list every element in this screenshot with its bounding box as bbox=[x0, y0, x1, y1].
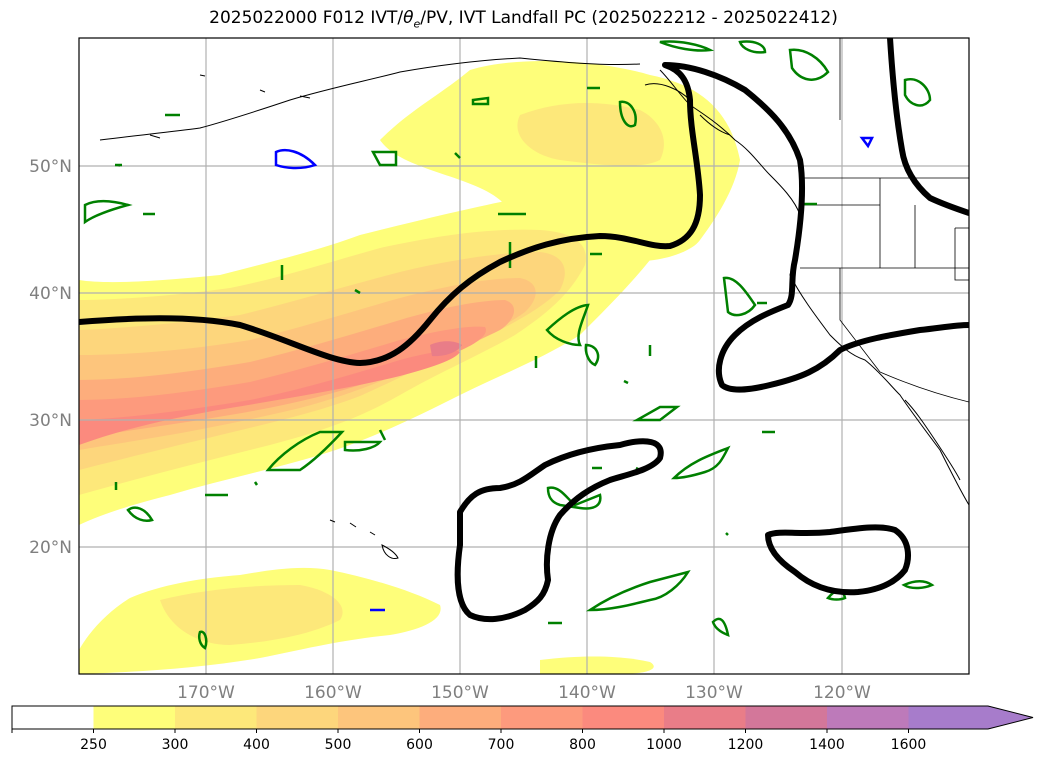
pv-contour-1 bbox=[274, 148, 318, 170]
pv-contour-2 bbox=[859, 136, 875, 149]
colorbar-extend-arrow bbox=[908, 706, 1033, 729]
state-borders bbox=[800, 178, 969, 373]
colorbar-tick-label: 250 bbox=[80, 737, 107, 753]
colorbar-tick-label: 500 bbox=[325, 737, 352, 753]
theta-e-contour-30 bbox=[670, 445, 731, 480]
title-subscript: e bbox=[413, 17, 421, 31]
colorbar-tick-label: 800 bbox=[569, 737, 596, 753]
theta-e-contour-21 bbox=[584, 343, 600, 367]
pc-contour-south-right bbox=[765, 524, 911, 596]
theta-e-contour-41 bbox=[901, 580, 935, 590]
title-theta: θ bbox=[403, 8, 414, 28]
colorbar-segment bbox=[664, 706, 746, 729]
colorbar: 250 300 400 500 600 700 800 1000 1200 1400 1600 bbox=[11, 705, 1034, 753]
theta-e-contour-33 bbox=[546, 486, 602, 510]
coastline-alaska-islands bbox=[114, 74, 311, 167]
lon-tick-160w: 160°W bbox=[304, 683, 362, 703]
colorbar-segment bbox=[93, 706, 176, 729]
colorbar-segment bbox=[582, 706, 665, 729]
political-borders bbox=[800, 38, 969, 403]
theta-e-contour-44 bbox=[197, 630, 208, 650]
border-us-mexico bbox=[879, 371, 969, 403]
lon-tick-labels: 170°W 160°W 150°W 140°W 130°W 120°W bbox=[177, 683, 871, 703]
theta-e-contour-27 bbox=[343, 440, 383, 452]
colorbar-tick-label: 1400 bbox=[809, 737, 845, 753]
ivt-1000-core bbox=[430, 341, 462, 357]
pc-contour-south-left bbox=[454, 438, 664, 623]
theta-e-contour-11 bbox=[83, 200, 133, 225]
title-suffix: /PV, IVT Landfall PC (2025022212 - 20250… bbox=[420, 8, 838, 28]
pc-contour-main bbox=[79, 62, 969, 393]
colorbar-segment bbox=[12, 706, 94, 729]
theta-e-contour-28 bbox=[378, 429, 387, 441]
theta-e-contour-26 bbox=[265, 430, 345, 472]
pc-contours bbox=[79, 38, 969, 623]
colorbar-tick-label: 400 bbox=[243, 737, 270, 753]
theta-e-contour-38 bbox=[725, 532, 729, 536]
colorbar-tick-label: 1000 bbox=[646, 737, 682, 753]
lat-tick-40n: 40°N bbox=[29, 284, 72, 304]
colorbar-segment bbox=[256, 706, 339, 729]
lon-tick-150w: 150°W bbox=[431, 683, 489, 703]
colorbar-segment bbox=[827, 706, 909, 729]
figure-title: 2025022000 F012 IVT/θe/PV, IVT Landfall … bbox=[0, 8, 1047, 30]
theta-e-contour-2 bbox=[738, 40, 767, 54]
coastline-alaska bbox=[99, 57, 641, 141]
colorbar-segment bbox=[501, 706, 583, 729]
theta-e-contour-39 bbox=[585, 569, 691, 612]
pc-contour-north bbox=[887, 38, 969, 216]
colorbar-tick-label: 600 bbox=[406, 737, 433, 753]
pv-contours bbox=[274, 136, 875, 612]
ivt-700-main bbox=[79, 326, 486, 425]
theta-e-contour-10 bbox=[454, 152, 461, 159]
colorbar-segment bbox=[338, 706, 420, 729]
theta-e-contour-25 bbox=[632, 405, 681, 422]
theta-e-contour-4 bbox=[903, 77, 932, 107]
coastline-hawaii bbox=[329, 519, 399, 559]
colorbar-tick-label: 1600 bbox=[891, 737, 927, 753]
map-frame bbox=[78, 37, 970, 675]
lon-tick-140w: 140°W bbox=[558, 683, 616, 703]
lat-tick-20n: 20°N bbox=[29, 538, 72, 558]
theta-e-contour-17 bbox=[354, 288, 361, 295]
theta-e-contour-3 bbox=[788, 48, 830, 81]
ivt-250-northern-band bbox=[380, 60, 740, 262]
lon-tick-120w: 120°W bbox=[813, 683, 871, 703]
theta-e-contour-9 bbox=[370, 150, 398, 167]
lat-tick-50n: 50°N bbox=[29, 157, 72, 177]
theta-e-contour-42 bbox=[711, 617, 730, 637]
coastline-baja bbox=[904, 399, 961, 481]
colorbar-outline bbox=[11, 705, 1034, 730]
theta-e-contour-6 bbox=[471, 96, 490, 106]
colorbar-segment bbox=[419, 706, 502, 729]
ivt-300-north bbox=[517, 103, 664, 166]
colorbar-tick-label: 300 bbox=[162, 737, 189, 753]
colorbar-tick-label: 1200 bbox=[728, 737, 764, 753]
ivt-800-main bbox=[79, 350, 460, 445]
theta-e-contour-24 bbox=[623, 379, 629, 385]
colorbar-segment bbox=[745, 706, 828, 729]
lat-tick-30n: 30°N bbox=[29, 411, 72, 431]
title-prefix: 2025022000 F012 IVT/ bbox=[209, 8, 404, 28]
colorbar-tick-label: 700 bbox=[488, 737, 515, 753]
theta-e-contour-1 bbox=[659, 40, 715, 52]
lat-tick-labels: 20°N 30°N 40°N 50°N bbox=[29, 157, 72, 558]
ivt-250-southeast-blob bbox=[540, 656, 654, 674]
theta-e-contour-37 bbox=[253, 481, 259, 486]
theta-e-contour-20 bbox=[545, 303, 590, 347]
lon-tick-130w: 130°W bbox=[685, 683, 743, 703]
theta-e-contour-35 bbox=[126, 506, 154, 522]
lon-tick-170w: 170°W bbox=[177, 683, 235, 703]
colorbar-segment bbox=[175, 706, 257, 729]
theta-e-contour-5 bbox=[618, 100, 637, 128]
map-panel bbox=[79, 38, 969, 674]
theta-e-contour-18 bbox=[722, 276, 757, 317]
